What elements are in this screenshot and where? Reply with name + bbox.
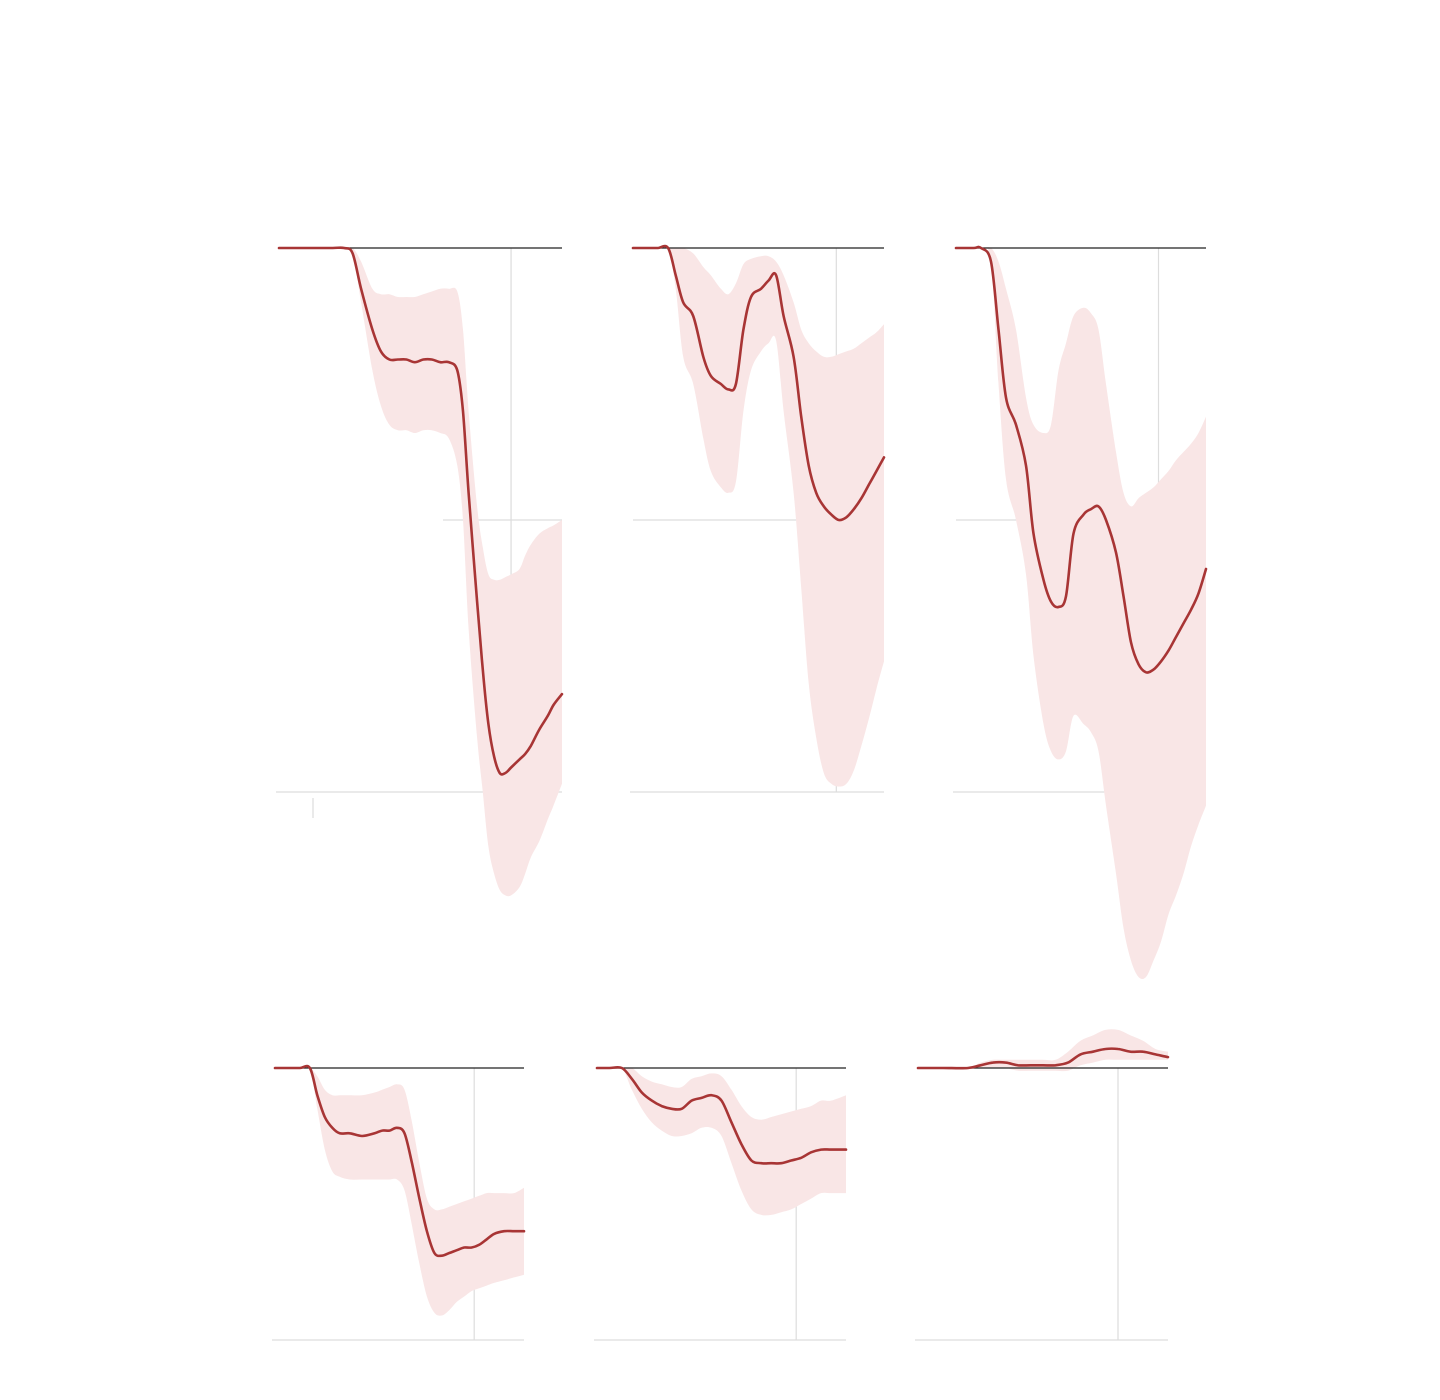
confidence-band <box>918 1029 1168 1072</box>
series-line <box>631 244 886 522</box>
chart-panel-2 <box>630 244 886 793</box>
series-line <box>273 1064 526 1258</box>
series-line <box>277 246 564 776</box>
confidence-band <box>275 1064 524 1316</box>
chart-panel-6 <box>915 1029 1170 1341</box>
confidence-band <box>956 246 1206 980</box>
chart-panel-1 <box>276 246 564 897</box>
series-line <box>954 245 1208 674</box>
chart-panel-4 <box>272 1064 526 1341</box>
confidence-band <box>279 246 562 897</box>
series-line <box>595 1065 848 1165</box>
chart-panel-3 <box>953 245 1208 980</box>
chart-panel-5 <box>594 1065 848 1341</box>
confidence-band <box>633 244 884 787</box>
series-line <box>916 1047 1170 1070</box>
confidence-band <box>597 1066 846 1216</box>
